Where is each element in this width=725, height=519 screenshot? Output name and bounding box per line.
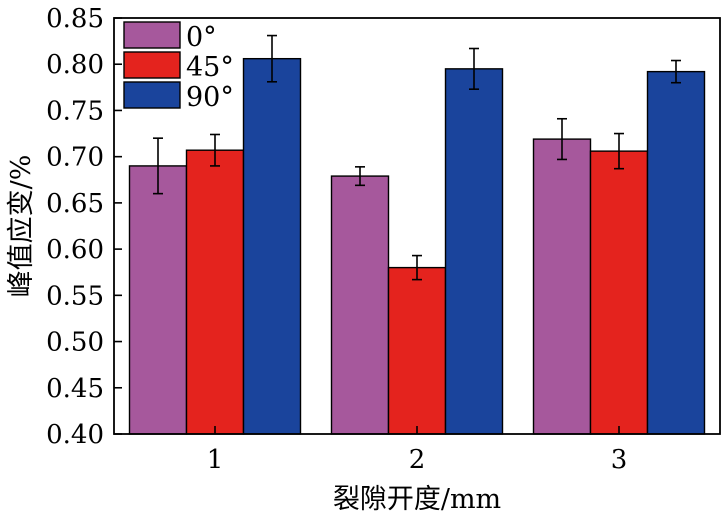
plot-frame bbox=[113, 17, 721, 435]
bar-series1-cat1 bbox=[387, 266, 447, 435]
errorbar-series2-cat0 bbox=[267, 34, 277, 83]
errorbar-series0-cat1 bbox=[355, 166, 365, 187]
legend-swatch-1 bbox=[123, 51, 181, 79]
errorbar-series2-cat1 bbox=[469, 47, 479, 90]
legend-label-0: 0° bbox=[186, 22, 217, 53]
bar-series2-cat1 bbox=[444, 68, 504, 435]
bar-series2-cat2 bbox=[646, 70, 706, 435]
errorbars-layer bbox=[153, 34, 681, 281]
y-tick-label-3: 0.55 bbox=[46, 281, 104, 311]
errorbar-series1-cat2 bbox=[614, 132, 624, 170]
legend-item-0: 0° bbox=[123, 21, 217, 53]
errorbar-series2-cat2 bbox=[671, 59, 681, 84]
bars-layer bbox=[128, 57, 706, 435]
x-tick-label-0: 1 bbox=[207, 445, 224, 475]
bar-series2-cat0 bbox=[242, 57, 302, 435]
y-tick-label-8: 0.80 bbox=[46, 50, 104, 80]
y-tick-label-9: 0.85 bbox=[46, 4, 104, 34]
legend-swatch-2 bbox=[123, 81, 181, 109]
legend-label-2: 90° bbox=[186, 82, 234, 113]
legend: 0°45°90° bbox=[123, 21, 234, 113]
errorbar-series1-cat0 bbox=[210, 133, 220, 167]
errorbar-series0-cat2 bbox=[557, 117, 567, 161]
y-tick-label-1: 0.45 bbox=[46, 374, 104, 404]
errorbar-series1-cat1 bbox=[412, 254, 422, 281]
x-tick-label-1: 2 bbox=[409, 445, 426, 475]
errorbar-series0-cat0 bbox=[153, 137, 163, 195]
bar-series1-cat0 bbox=[185, 149, 245, 435]
y-tick-label-4: 0.60 bbox=[46, 235, 104, 265]
x-axis-title: 裂隙开度/mm bbox=[333, 484, 501, 515]
legend-swatch-0 bbox=[123, 21, 181, 49]
y-tick-label-2: 0.50 bbox=[46, 328, 104, 358]
y-tick-label-5: 0.65 bbox=[46, 189, 104, 219]
bar-series0-cat2 bbox=[532, 138, 592, 435]
y-tick-label-7: 0.75 bbox=[46, 96, 104, 126]
x-tick-label-2: 3 bbox=[611, 445, 628, 475]
y-axis-title: 峰值应变/% bbox=[6, 155, 37, 298]
legend-item-1: 45° bbox=[123, 51, 234, 83]
bar-series0-cat1 bbox=[330, 175, 390, 435]
axes-layer: 1 2 3 0.40 0.45 0.50 0.55 0.60 0.65 0.70 0.75 0.80 0… bbox=[46, 4, 721, 475]
bar-series1-cat2 bbox=[589, 150, 649, 435]
bar-series0-cat0 bbox=[128, 165, 188, 435]
y-tick-label-0: 0.40 bbox=[46, 420, 104, 450]
legend-item-2: 90° bbox=[123, 81, 234, 113]
legend-label-1: 45° bbox=[186, 52, 234, 83]
y-tick-label-6: 0.70 bbox=[46, 143, 104, 173]
